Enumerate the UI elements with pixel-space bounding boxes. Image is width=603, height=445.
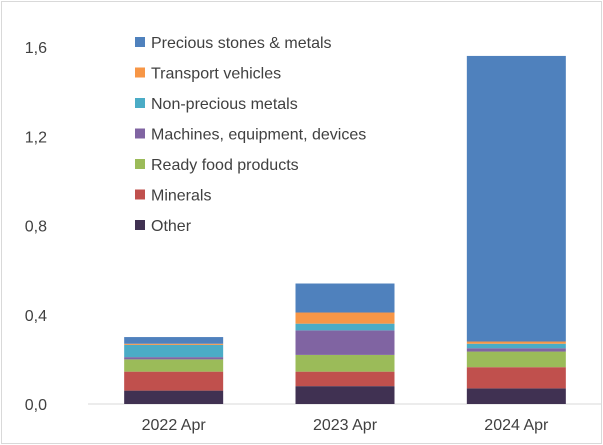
legend-label: Non-precious metals bbox=[151, 96, 298, 113]
bar-segment bbox=[466, 343, 566, 349]
y-tick-label: 0,4 bbox=[25, 308, 47, 325]
legend-label: Other bbox=[151, 218, 192, 235]
y-axis-ticks: 0,0 0,4 0,8 1,2 1,6 bbox=[25, 40, 47, 414]
bar-segment bbox=[124, 357, 224, 360]
bar-segment bbox=[295, 312, 395, 324]
legend-swatch bbox=[135, 189, 145, 200]
bar-segment bbox=[295, 386, 395, 404]
bar-segment bbox=[295, 371, 395, 387]
legend: Precious stones & metals Transport vehicl… bbox=[135, 35, 366, 235]
bar-segment bbox=[124, 343, 224, 345]
legend-label: Minerals bbox=[151, 188, 211, 205]
legend-swatch bbox=[135, 159, 145, 169]
bar-segment bbox=[295, 354, 395, 372]
bar-segment bbox=[124, 359, 224, 372]
bar-segment bbox=[466, 348, 566, 352]
y-tick-label: 0,8 bbox=[25, 219, 47, 236]
legend-swatch bbox=[135, 128, 145, 139]
bar-segment bbox=[124, 371, 224, 391]
legend-label: Ready food products bbox=[151, 157, 299, 174]
legend-swatch bbox=[135, 37, 145, 47]
legend-swatch bbox=[135, 98, 145, 108]
bar-segment bbox=[466, 351, 566, 368]
legend-swatch bbox=[135, 220, 145, 230]
x-tick-label: 2024 Apr bbox=[484, 417, 549, 434]
x-tick-label: 2022 Apr bbox=[142, 417, 207, 434]
bar-segment bbox=[466, 55, 566, 342]
x-axis-ticks: 2022 Apr 2023 Apr 2024 Apr bbox=[142, 417, 549, 434]
bar-segment bbox=[466, 367, 566, 389]
bar-segment bbox=[295, 323, 395, 331]
y-tick-label: 1,2 bbox=[25, 129, 47, 146]
legend-label: Transport vehicles bbox=[151, 66, 281, 83]
x-tick-label: 2023 Apr bbox=[313, 417, 378, 434]
bar-segment bbox=[124, 344, 224, 358]
bar-segment bbox=[124, 390, 224, 404]
bar-segment bbox=[466, 388, 566, 404]
bar-segment bbox=[466, 341, 566, 344]
bar-segment bbox=[295, 283, 395, 313]
bar-segment bbox=[124, 337, 224, 344]
bars bbox=[124, 55, 566, 404]
legend-swatch bbox=[135, 67, 145, 78]
legend-label: Precious stones & metals bbox=[151, 35, 332, 52]
y-tick-label: 0,0 bbox=[25, 397, 47, 414]
y-tick-label: 1,6 bbox=[25, 40, 47, 57]
bar-segment bbox=[295, 330, 395, 355]
legend-label: Machines, equipment, devices bbox=[151, 127, 366, 144]
